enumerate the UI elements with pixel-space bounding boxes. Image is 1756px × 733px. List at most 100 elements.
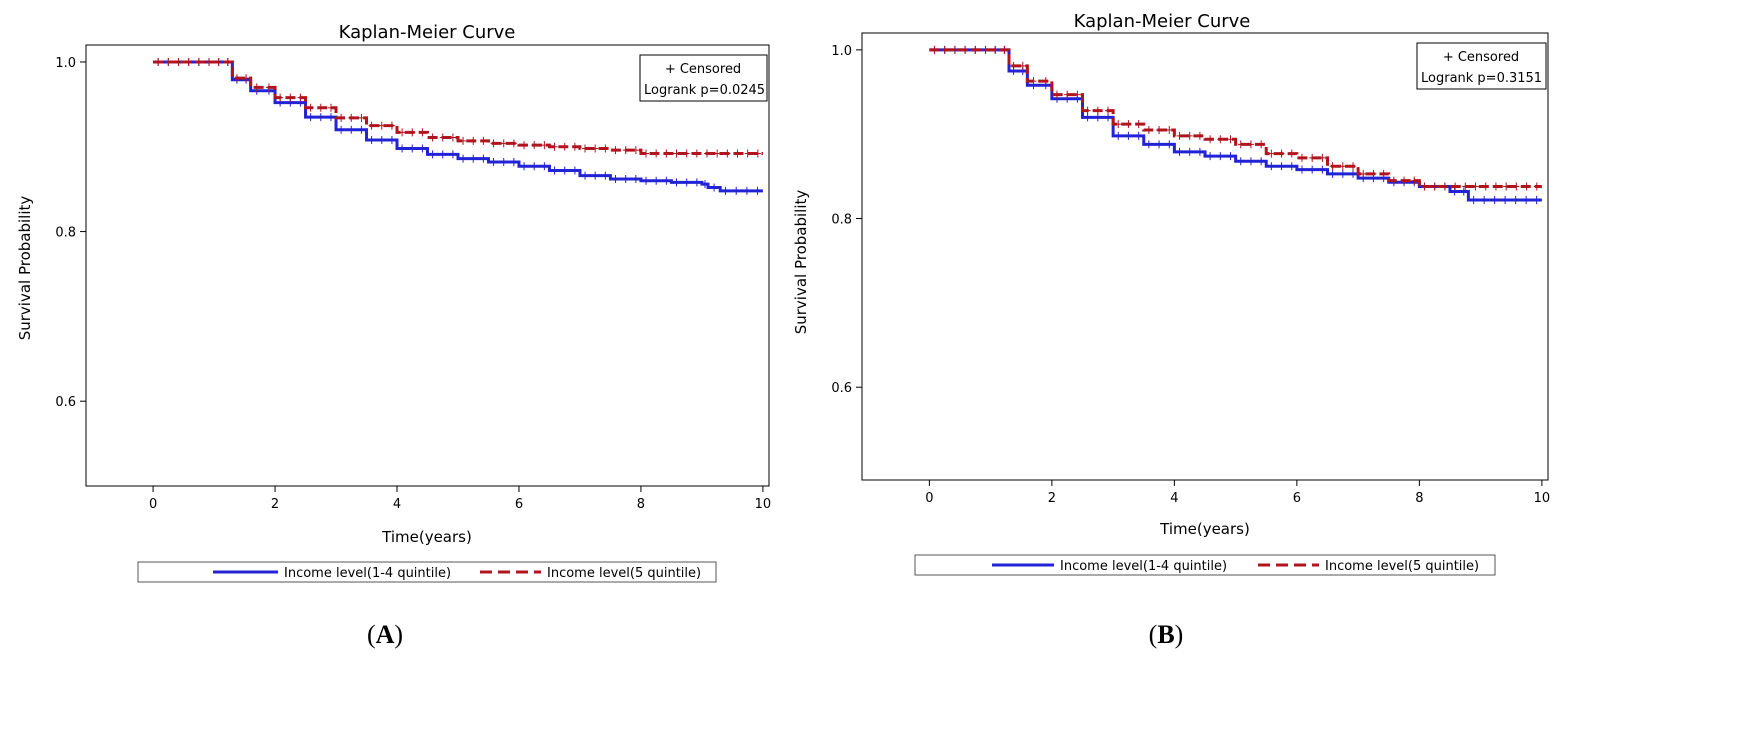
panel-a-censor-mark <box>643 149 650 158</box>
panel-a-label-open: ( <box>367 620 376 649</box>
panel-a-censor-mark <box>622 146 629 155</box>
panel-b-censor-mark <box>1237 157 1244 166</box>
panel-b-censor-mark <box>1288 162 1295 171</box>
panel-a-censor-mark <box>653 176 660 185</box>
panel-b-censor-mark <box>1350 162 1357 171</box>
panel-b-censor-mark <box>1135 131 1142 140</box>
panel-a: Kaplan-Meier Curve 0.6 0.8 1.0 0 2 4 6 8 10 Sur… <box>16 22 771 649</box>
panel-a-censor-mark <box>224 57 231 66</box>
panel-b-censor-mark <box>1523 182 1530 191</box>
panel-b-x-tick-label: 0 <box>925 491 933 506</box>
panel-a-x-axis-label: Time(years) <box>381 528 472 546</box>
panel-a-label-letter: A <box>376 620 395 649</box>
panel-b-plot-frame <box>861 32 1549 481</box>
panel-b-censor-mark <box>1470 195 1477 204</box>
panel-b-censor-mark <box>1298 165 1305 174</box>
panel-b-y-axis: 0.6 0.8 1.0 <box>831 44 862 396</box>
panel-b-censor-mark <box>1298 153 1305 162</box>
panel-b-censor-mark <box>1503 182 1510 191</box>
panel-a-censor-mark <box>551 166 558 175</box>
panel-b-curve-high-income <box>929 48 1542 188</box>
panel-b-label-letter: B <box>1157 620 1174 649</box>
panel-a-censor-mark <box>561 142 568 151</box>
panel-a-censor-mark <box>673 178 680 187</box>
panel-b-censor-mark <box>1115 131 1122 140</box>
panel-b-censor-mark <box>1145 125 1152 134</box>
panel-a-censor-mark <box>449 150 456 159</box>
panel-b-censor-mark <box>1156 125 1163 134</box>
panel-b-y-tick-label: 0.8 <box>831 213 852 228</box>
panel-a-censor-mark <box>592 144 599 153</box>
panel-b-censor-mark <box>1247 157 1254 166</box>
panel-a-censor-mark <box>480 154 487 163</box>
panel-b-censor-mark <box>931 45 938 54</box>
panel-a-censor-mark <box>399 144 406 153</box>
panel-a-censor-mark <box>582 171 589 180</box>
panel-b-censor-mark <box>962 45 969 54</box>
panel-a-plot-frame <box>85 44 770 487</box>
panel-a-censor-mark <box>243 74 250 83</box>
panel-b-legend <box>914 554 1496 576</box>
panel-b-x-tick-label: 2 <box>1048 491 1056 506</box>
panel-b-censor-mark <box>1064 90 1071 99</box>
panel-b-censor-mark <box>1053 90 1060 99</box>
panel-b-censor-mark <box>1217 135 1224 144</box>
panel-b-censor-mark <box>1329 162 1336 171</box>
panel-b-curves <box>929 45 1542 204</box>
panel-a-censor-mark <box>388 135 395 144</box>
panel-a-censored-label: + Censored <box>665 62 741 77</box>
panel-b-censored-label: + Censored <box>1443 50 1519 65</box>
panel-b-censor-mark <box>1125 120 1132 129</box>
panel-b-censor-mark <box>1513 182 1520 191</box>
panel-a-label-text: (A) <box>367 620 403 649</box>
panel-a-censor-mark <box>490 139 497 148</box>
panel-a-x-axis: 0 2 4 6 8 10 <box>149 486 771 512</box>
panel-a-censor-mark <box>470 154 477 163</box>
panel-a-censor-mark <box>327 103 334 112</box>
panel-b-censor-mark <box>1042 77 1049 86</box>
panel-b-censor-mark <box>1452 182 1459 191</box>
panel-b-x-tick-label: 10 <box>1534 491 1551 506</box>
panel-b-censor-mark <box>1186 147 1193 156</box>
panel-b-censor-mark <box>1491 195 1498 204</box>
panel-b-legend-label-high: Income level(5 quintile) <box>1325 559 1479 574</box>
panel-a-censor-mark <box>409 144 416 153</box>
panel-a-y-tick-label: 0.6 <box>55 395 76 410</box>
panel-a-chart-title: Kaplan-Meier Curve <box>339 22 516 43</box>
panel-b-censor-mark <box>1010 61 1017 70</box>
panel-b-censor-mark <box>1481 195 1488 204</box>
panel-a-censor-mark <box>205 57 212 66</box>
panel-b-censor-mark <box>1227 135 1234 144</box>
panel-a-y-tick-label: 1.0 <box>55 56 76 71</box>
panel-b-y-tick-label: 0.6 <box>831 381 852 396</box>
panel-b-censor-mark <box>1105 113 1112 122</box>
panel-b-censor-mark <box>1268 149 1275 158</box>
panel-b-censor-mark <box>1380 169 1387 178</box>
panel-a-censor-mark <box>338 113 345 122</box>
panel-a-censor-mark <box>653 149 660 158</box>
panel-b-censor-mark <box>1196 147 1203 156</box>
panel-b-censor-marks-high-income <box>931 45 1540 191</box>
panel-b-censor-mark <box>1360 169 1367 178</box>
panel-b-censor-mark <box>1319 153 1326 162</box>
panel-a-censor-mark <box>287 93 294 102</box>
panel-b-censor-mark <box>1247 140 1254 149</box>
panel-b-censor-mark <box>1156 140 1163 149</box>
panel-b-censor-mark <box>1084 106 1091 115</box>
panel-a-x-tick-label: 4 <box>393 497 401 512</box>
panel-b-censor-mark <box>1196 131 1203 140</box>
panel-b-censor-mark <box>1115 120 1122 129</box>
panel-b-censor-mark <box>972 45 979 54</box>
panel-a-censor-mark <box>683 178 690 187</box>
panel-a-censor-mark <box>673 149 680 158</box>
panel-a-censor-mark <box>711 183 718 192</box>
panel-a-censor-mark <box>663 149 670 158</box>
panel-b-censor-mark <box>1278 149 1285 158</box>
panel-a-censor-mark <box>754 186 761 195</box>
panel-a-censor-mark <box>409 128 416 137</box>
panel-b-censor-mark <box>1105 106 1112 115</box>
panel-b-x-tick-label: 4 <box>1170 491 1178 506</box>
panel-a-censor-mark <box>358 113 365 122</box>
panel-b-censor-mark <box>1258 157 1265 166</box>
panel-a-censor-mark <box>722 186 729 195</box>
